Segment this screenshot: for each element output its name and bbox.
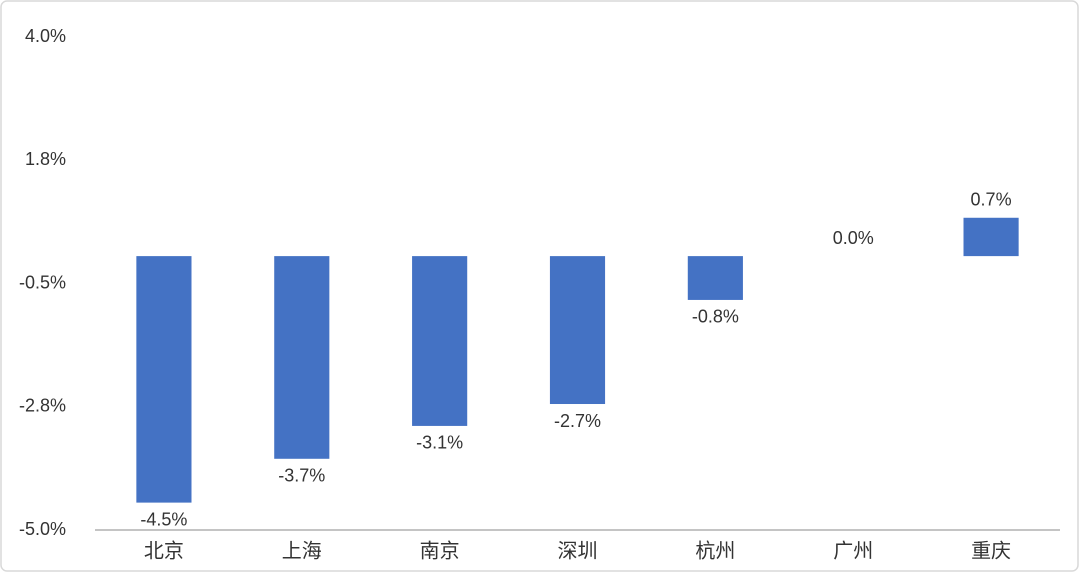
x-tick-label: 北京 <box>144 539 184 562</box>
y-tick-label: -5.0% <box>19 519 66 539</box>
bar <box>963 217 1019 257</box>
x-tick-label: 上海 <box>282 539 322 562</box>
y-tick-label: -2.8% <box>19 396 66 416</box>
value-label: -3.1% <box>416 433 463 453</box>
bar <box>274 256 330 459</box>
y-tick-label: -0.5% <box>19 272 66 292</box>
y-tick-label: 1.8% <box>25 149 66 169</box>
x-tick-label: 南京 <box>420 539 460 562</box>
x-tick-label: 深圳 <box>558 539 598 562</box>
x-tick-label: 重庆 <box>971 539 1011 562</box>
x-tick-label: 广州 <box>833 539 873 562</box>
bar <box>687 256 743 300</box>
bar <box>412 256 468 426</box>
value-label: 0.7% <box>971 190 1012 210</box>
bar <box>549 256 606 405</box>
value-label: -0.8% <box>692 307 739 327</box>
y-tick-label: 4.0% <box>25 26 66 46</box>
bar <box>136 256 192 503</box>
x-tick-label: 杭州 <box>695 539 735 562</box>
value-label: 0.0% <box>833 228 874 248</box>
value-label: -4.5% <box>140 509 187 529</box>
value-label: -3.7% <box>278 466 325 486</box>
value-label: -2.7% <box>554 411 601 431</box>
